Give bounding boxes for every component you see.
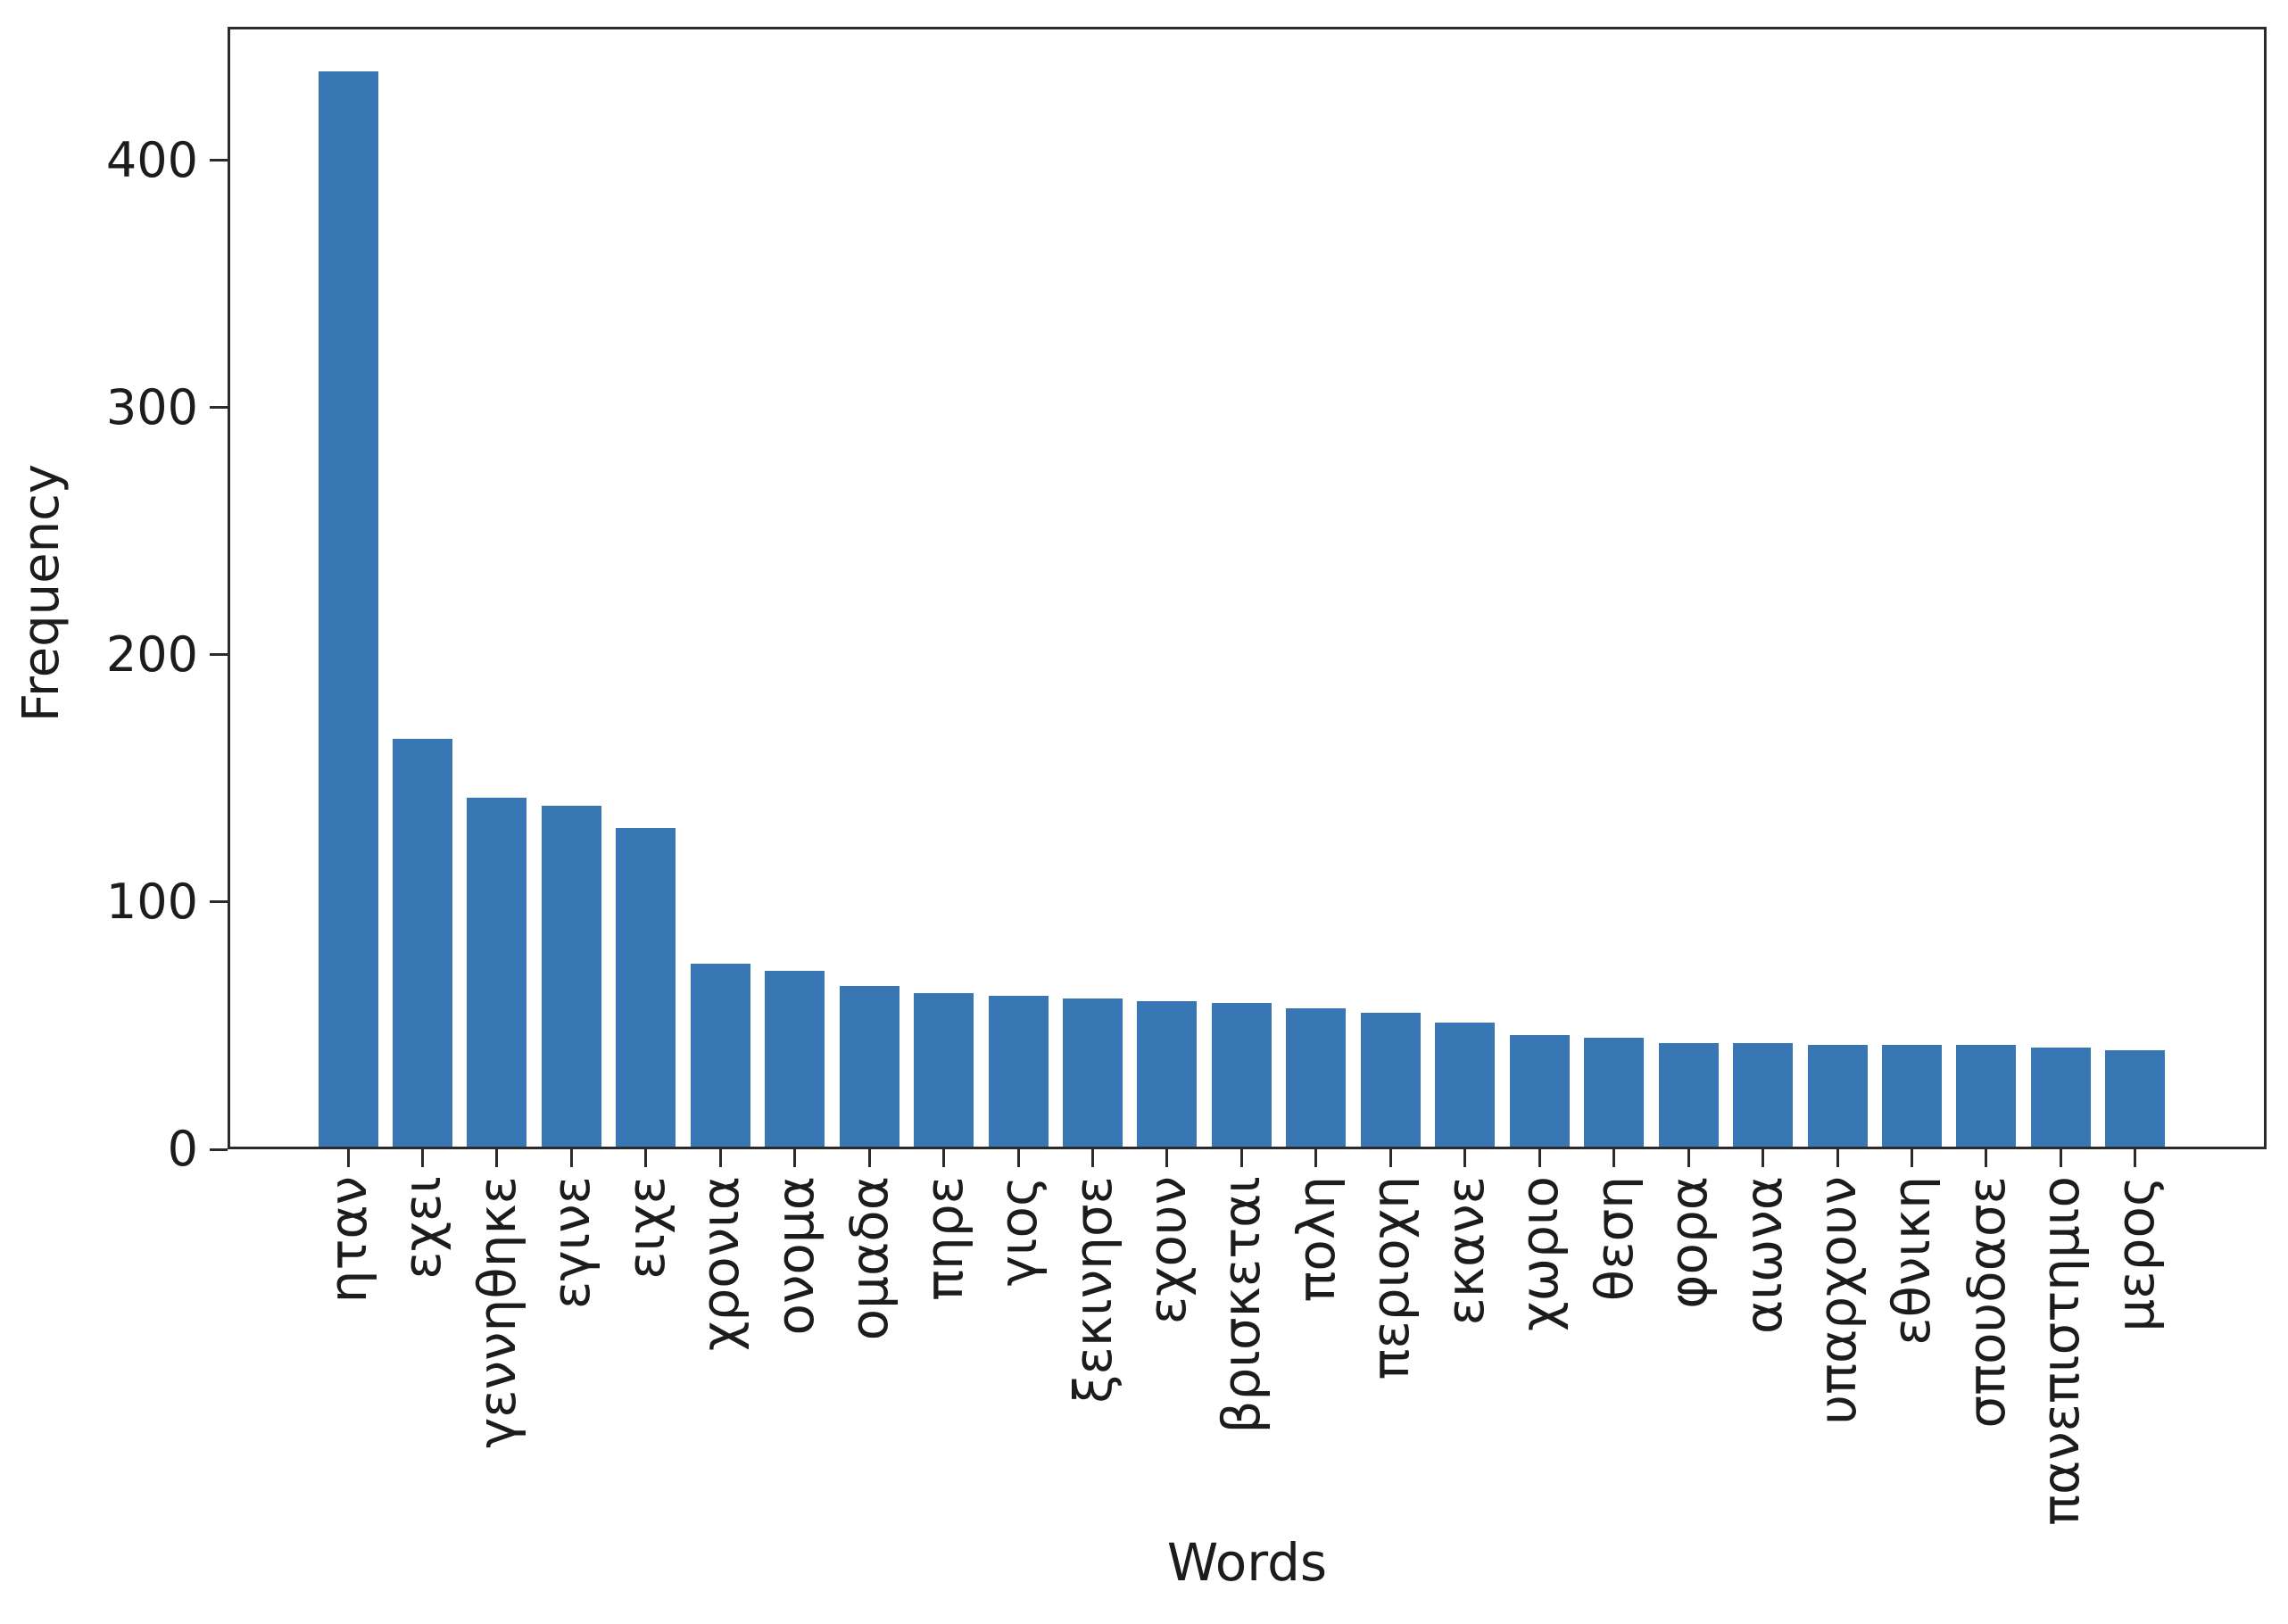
bar-θεση: [1584, 1038, 1645, 1147]
x-tick-label: χωριο: [1509, 1176, 1571, 1331]
x-tick-label: ομαδα: [839, 1176, 900, 1341]
bar-χρονια: [690, 964, 750, 1147]
bar-εχει: [392, 739, 452, 1147]
x-tick-mark: [420, 1149, 424, 1167]
bar-εγινε: [541, 806, 601, 1147]
bar-πηρε: [914, 993, 974, 1147]
x-tick-label: θεση: [1583, 1176, 1645, 1302]
x-tick-label: πανεπιστημιο: [2030, 1176, 2092, 1526]
y-tick-label: 300: [105, 378, 198, 435]
bar-ηταν: [318, 71, 378, 1147]
bar-φορα: [1658, 1043, 1719, 1147]
bar-εχουν: [1137, 1001, 1198, 1147]
x-tick-label: εθνικη: [1881, 1176, 1943, 1346]
x-axis-label: Words: [1166, 1532, 1328, 1593]
bar-χωριο: [1509, 1035, 1570, 1147]
bar-ομαδα: [839, 986, 899, 1147]
x-tick-mark: [1091, 1149, 1094, 1167]
x-tick-label: ειχε: [615, 1176, 676, 1280]
x-tick-mark: [1463, 1149, 1467, 1167]
x-tick-label: πηρε: [913, 1176, 974, 1301]
x-tick-mark: [1165, 1149, 1169, 1167]
y-tick-mark: [210, 159, 228, 162]
x-tick-label: γιος: [988, 1176, 1049, 1287]
x-tick-mark: [495, 1149, 499, 1167]
y-tick-mark: [210, 406, 228, 410]
x-tick-mark: [718, 1149, 722, 1167]
x-tick-label: περιοχη: [1360, 1176, 1422, 1380]
bar-σπουδασε: [1956, 1045, 2017, 1147]
bar-πολη: [1286, 1008, 1347, 1147]
x-tick-label: γεννηθηκε: [466, 1176, 527, 1449]
x-tick-label: βρισκεται: [1211, 1176, 1272, 1434]
plot-area: [228, 27, 2267, 1149]
x-tick-mark: [644, 1149, 648, 1167]
y-axis-label: Frequency: [12, 464, 70, 723]
x-tick-mark: [1389, 1149, 1392, 1167]
y-tick-mark: [210, 653, 228, 657]
x-tick-mark: [1762, 1149, 1765, 1167]
x-tick-label: εγινε: [541, 1176, 602, 1310]
y-tick-mark: [210, 900, 228, 904]
x-tick-mark: [1239, 1149, 1243, 1167]
x-tick-mark: [1612, 1149, 1616, 1167]
x-tick-mark: [1836, 1149, 1839, 1167]
x-tick-label: υπαρχουν: [1807, 1176, 1868, 1425]
y-tick-label: 200: [105, 626, 198, 683]
x-tick-mark: [2059, 1149, 2062, 1167]
x-tick-label: πολη: [1285, 1176, 1347, 1303]
x-tick-label: ξεκινησε: [1062, 1176, 1123, 1404]
bar-εθνικη: [1881, 1045, 1942, 1147]
x-tick-label: ηταν: [318, 1176, 378, 1304]
bar-υπαρχουν: [1807, 1045, 1868, 1147]
x-tick-label: αιωνα: [1732, 1176, 1794, 1335]
x-tick-mark: [793, 1149, 797, 1167]
bar-αιωνα: [1733, 1043, 1794, 1147]
bar-ξεκινησε: [1063, 998, 1123, 1147]
bar-γιος: [988, 996, 1049, 1147]
bar-εκανε: [1435, 1023, 1496, 1147]
y-tick-label: 400: [105, 131, 198, 188]
bar-περιοχη: [1360, 1013, 1421, 1147]
bar-ονομα: [765, 971, 825, 1147]
x-tick-mark: [1314, 1149, 1318, 1167]
x-tick-mark: [1687, 1149, 1690, 1167]
x-tick-label: φορα: [1658, 1176, 1720, 1309]
x-tick-mark: [1538, 1149, 1541, 1167]
bar-γεννηθηκε: [467, 798, 527, 1147]
x-tick-mark: [569, 1149, 573, 1167]
x-tick-mark: [1910, 1149, 1913, 1167]
x-tick-label: μερος: [2104, 1176, 2166, 1332]
x-tick-label: εκανε: [1434, 1176, 1496, 1326]
x-tick-mark: [1985, 1149, 1988, 1167]
x-tick-mark: [867, 1149, 871, 1167]
y-tick-label: 0: [167, 1121, 198, 1177]
x-tick-mark: [346, 1149, 350, 1167]
x-tick-label: ονομα: [764, 1176, 825, 1336]
bar-πανεπιστημιο: [2030, 1048, 2091, 1147]
x-tick-label: χρονια: [690, 1176, 751, 1352]
x-tick-mark: [1016, 1149, 1020, 1167]
bar-ειχε: [616, 828, 676, 1147]
x-tick-mark: [2134, 1149, 2137, 1167]
x-tick-label: σπουδασε: [1955, 1176, 2017, 1429]
y-tick-label: 100: [105, 873, 198, 930]
x-tick-mark: [942, 1149, 946, 1167]
bar-βρισκεται: [1211, 1003, 1272, 1147]
bar-μερος: [2105, 1050, 2166, 1147]
x-tick-label: εχουν: [1136, 1176, 1198, 1325]
y-tick-mark: [210, 1148, 228, 1151]
x-tick-label: εχει: [392, 1176, 453, 1280]
